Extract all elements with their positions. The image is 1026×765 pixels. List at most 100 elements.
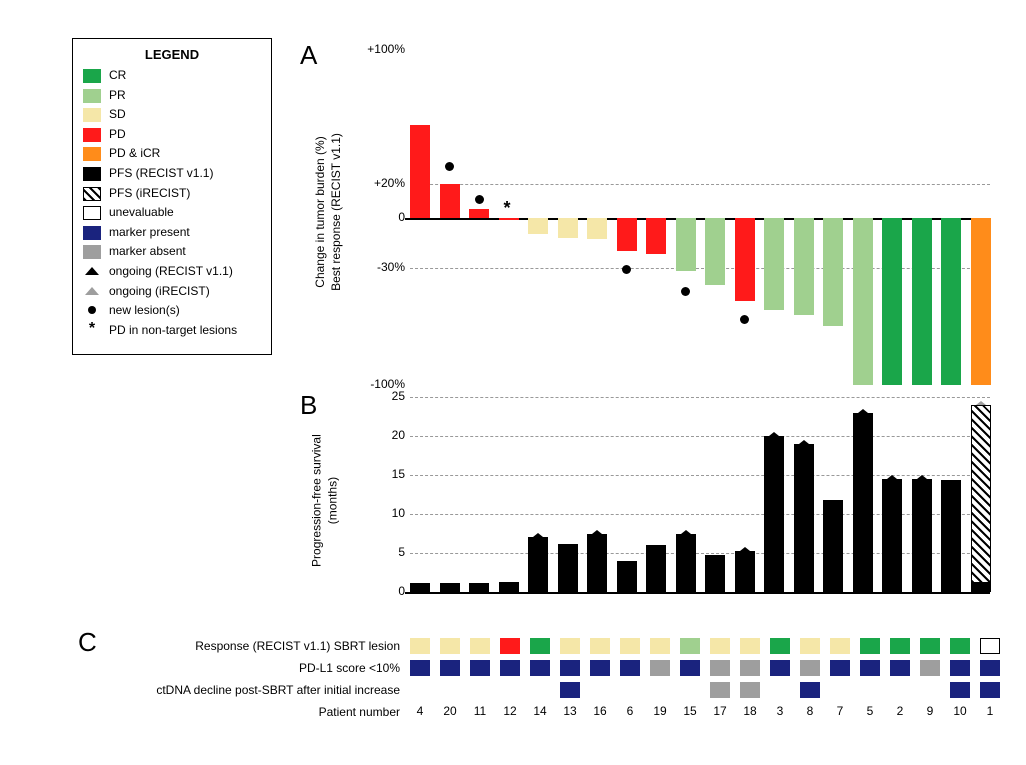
bar bbox=[971, 218, 991, 386]
ongoing-arrow bbox=[533, 533, 543, 537]
panel-c-cell bbox=[740, 660, 760, 676]
legend-label: new lesion(s) bbox=[109, 303, 180, 319]
panel-c-cell bbox=[920, 682, 940, 698]
panel-c-cell bbox=[920, 638, 940, 654]
bar bbox=[646, 218, 666, 255]
legend-label: PD & iCR bbox=[109, 146, 160, 162]
ytick-label: 5 bbox=[350, 545, 405, 559]
panel-c-cell bbox=[890, 660, 910, 676]
bar bbox=[882, 218, 902, 386]
panel-c-row-label: PD-L1 score <10% bbox=[40, 661, 410, 675]
legend-label: unevaluable bbox=[109, 205, 174, 221]
legend-item: *PD in non-target lesions bbox=[83, 323, 261, 339]
bar bbox=[882, 479, 902, 592]
panel-c-cell: 10 bbox=[950, 704, 970, 720]
bar bbox=[912, 479, 932, 592]
legend-item: CR bbox=[83, 68, 261, 84]
bar bbox=[764, 436, 784, 592]
legend-label: PFS (RECIST v1.1) bbox=[109, 166, 213, 182]
bar bbox=[941, 480, 961, 592]
bar bbox=[764, 218, 784, 310]
bar bbox=[823, 500, 843, 592]
legend-item: PFS (iRECIST) bbox=[83, 186, 261, 202]
panel-c-cell bbox=[410, 660, 430, 676]
legend-swatch bbox=[83, 284, 101, 298]
legend-swatch bbox=[83, 206, 101, 220]
panel-c-cell bbox=[650, 660, 670, 676]
bar bbox=[853, 218, 873, 386]
gridline bbox=[410, 475, 990, 476]
legend-swatch bbox=[83, 128, 101, 142]
panel-c-cells bbox=[410, 638, 1000, 654]
bar bbox=[528, 218, 548, 235]
bar bbox=[499, 582, 519, 592]
panel-c-cell bbox=[680, 682, 700, 698]
panel-c-cell bbox=[950, 638, 970, 654]
panel-c-cell bbox=[470, 682, 490, 698]
new-lesion-dot bbox=[445, 162, 454, 171]
panel-c-row: PD-L1 score <10% bbox=[40, 658, 1000, 678]
bar bbox=[469, 583, 489, 592]
bar bbox=[587, 534, 607, 593]
legend-label: PFS (iRECIST) bbox=[109, 186, 190, 202]
legend-item: ongoing (iRECIST) bbox=[83, 284, 261, 300]
ytick-label: +20% bbox=[350, 176, 405, 190]
panel-c-cell: 9 bbox=[920, 704, 940, 720]
ytick-label: +100% bbox=[350, 42, 405, 56]
panel-c-cell: 6 bbox=[620, 704, 640, 720]
panel-c-cell bbox=[590, 682, 610, 698]
ongoing-arrow bbox=[858, 409, 868, 413]
panel-c-cells bbox=[410, 682, 1000, 698]
legend-item: marker absent bbox=[83, 244, 261, 260]
panel-c-cell: 5 bbox=[860, 704, 880, 720]
gridline bbox=[410, 397, 990, 398]
ytick-label: 0 bbox=[350, 210, 405, 224]
panel-c-cell bbox=[980, 660, 1000, 676]
ytick-label: 0 bbox=[350, 584, 405, 598]
legend-swatch bbox=[83, 108, 101, 122]
legend-label: marker absent bbox=[109, 244, 186, 260]
bar bbox=[469, 209, 489, 217]
panel-c-cell bbox=[620, 682, 640, 698]
gridline bbox=[410, 268, 990, 269]
panel-c-cell bbox=[710, 638, 730, 654]
panel-a-label: A bbox=[300, 40, 317, 71]
legend-label: ongoing (RECIST v1.1) bbox=[109, 264, 233, 280]
panel-c-row-label: Response (RECIST v1.1) SBRT lesion bbox=[40, 639, 410, 653]
bar bbox=[853, 413, 873, 592]
panel-c-cell bbox=[500, 660, 520, 676]
panel-c-cell bbox=[980, 638, 1000, 654]
panel-c-cell bbox=[410, 682, 430, 698]
new-lesion-dot bbox=[740, 315, 749, 324]
panel-c-cell: 12 bbox=[500, 704, 520, 720]
bar bbox=[912, 218, 932, 386]
panel-c-cell bbox=[650, 682, 670, 698]
panel-c-cell bbox=[470, 660, 490, 676]
panel-c-cell: 17 bbox=[710, 704, 730, 720]
bar bbox=[971, 582, 991, 592]
panel-c-cell bbox=[440, 660, 460, 676]
legend-item: unevaluable bbox=[83, 205, 261, 221]
panel-c-cell bbox=[620, 638, 640, 654]
panel-c-cell bbox=[410, 638, 430, 654]
panel-a-ylabel2: Best response (RECIST v1.1) bbox=[329, 122, 343, 302]
panel-c-cell: 18 bbox=[740, 704, 760, 720]
ongoing-arrow bbox=[769, 432, 779, 436]
panel-c-cell bbox=[710, 682, 730, 698]
legend-swatch: * bbox=[83, 323, 101, 337]
legend-label: PD bbox=[109, 127, 126, 143]
panel-b-chart bbox=[410, 397, 990, 592]
panel-c-cell bbox=[440, 638, 460, 654]
bar bbox=[676, 534, 696, 593]
panel-c-cell bbox=[770, 682, 790, 698]
bar bbox=[558, 544, 578, 592]
panel-c-cell bbox=[560, 660, 580, 676]
panel-c-cell bbox=[500, 638, 520, 654]
ongoing-arrow bbox=[976, 401, 986, 405]
panel-c-cell bbox=[860, 660, 880, 676]
bar bbox=[440, 583, 460, 592]
panel-c-cell bbox=[950, 660, 970, 676]
panel-c-cell: 1 bbox=[980, 704, 1000, 720]
bar bbox=[587, 218, 607, 240]
panel-c-cell bbox=[740, 638, 760, 654]
